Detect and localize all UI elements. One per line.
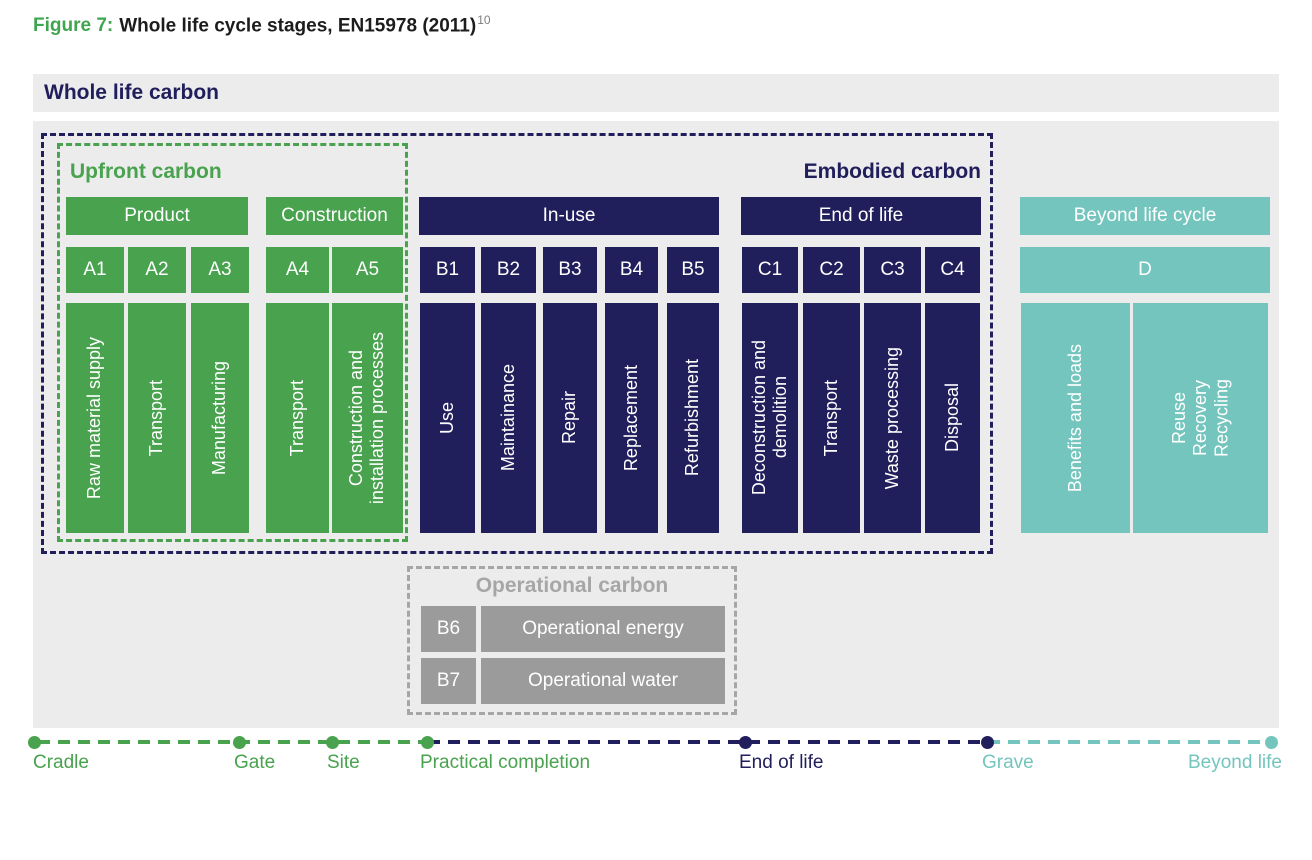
timeline-label-gate: Gate: [234, 752, 276, 773]
header-end-of-life: End of life: [741, 197, 981, 235]
stage-code-c3: C3: [864, 247, 921, 293]
stage-label-b2: Maintainance: [481, 303, 536, 533]
stage-label-b4-text: Replacement: [620, 364, 641, 472]
stage-label-c3-text: Waste processing: [881, 346, 902, 490]
figure-caption: Figure 7: Whole life cycle stages, EN1597…: [33, 13, 491, 37]
stage-label-a2-text: Transport: [146, 379, 167, 457]
stage-label-b1: Use: [420, 303, 475, 533]
stage-label-reuse-recovery-recycling: Reuse Recovery Recycling: [1133, 303, 1268, 533]
stage-label-c2-text: Transport: [820, 379, 841, 457]
stage-label-a5: Construction and installation processes: [332, 303, 403, 533]
stage-label-benefits-and-loads: Benefits and loads: [1021, 303, 1130, 533]
stage-label-a3: Manufacturing: [191, 303, 249, 533]
stage-code-b1: B1: [420, 247, 475, 293]
header-in-use: In-use: [419, 197, 719, 235]
figure-title: Whole life cycle stages, EN15978 (2011): [119, 15, 477, 37]
timeline-label-cradle: Cradle: [33, 752, 89, 773]
stage-code-a4: A4: [266, 247, 329, 293]
timeline-dot-site: [326, 736, 339, 749]
stage-code-d: D: [1020, 247, 1270, 293]
operational-carbon-boundary: [407, 566, 737, 715]
stage-label-benefits-text: Benefits and loads: [1064, 343, 1085, 493]
embodied-carbon-heading: Embodied carbon: [803, 160, 981, 183]
timeline-segment-practical-completion-to-grave: [428, 740, 988, 744]
stage-label-b4: Replacement: [605, 303, 658, 533]
stage-code-a5: A5: [332, 247, 403, 293]
operational-carbon-heading: Operational carbon: [475, 574, 669, 597]
embodied-carbon-boundary: [41, 133, 993, 554]
stage-code-c2: C2: [803, 247, 860, 293]
stage-label-a2: Transport: [128, 303, 186, 533]
stage-label-operational-water: Operational water: [481, 658, 725, 704]
stage-label-b5-text: Refurbishment: [682, 359, 703, 477]
stage-code-a2: A2: [128, 247, 186, 293]
timeline-dot-gate: [233, 736, 246, 749]
stage-label-a3-text: Manufacturing: [209, 360, 230, 476]
stage-label-c3: Waste processing: [864, 303, 921, 533]
stage-label-b1-text: Use: [436, 401, 457, 434]
stage-code-b7: B7: [421, 658, 476, 704]
stage-code-b2: B2: [481, 247, 536, 293]
stage-code-a1: A1: [66, 247, 124, 293]
stage-label-c1-text: Deconstruction and demolition: [748, 340, 790, 496]
stage-code-b4: B4: [605, 247, 658, 293]
timeline-dot-grave: [981, 736, 994, 749]
stage-label-reuse-text: Reuse Recovery Recycling: [1168, 378, 1232, 458]
timeline-dot-practical-completion: [421, 736, 434, 749]
timeline-dot-beyond-life: [1265, 736, 1278, 749]
diagram-panel: Upfront carbon Embodied carbon Product C…: [33, 121, 1279, 728]
stage-label-a5-text: Construction and installation processes: [346, 331, 388, 505]
stage-label-b3: Repair: [543, 303, 597, 533]
timeline-label-practical-completion: Practical completion: [420, 752, 591, 773]
whole-life-carbon-bar: Whole life carbon: [33, 74, 1279, 112]
stage-code-a3: A3: [191, 247, 249, 293]
timeline-label-end-of-life: End of life: [739, 752, 824, 773]
timeline-label-site: Site: [327, 752, 360, 773]
stage-code-b5: B5: [667, 247, 719, 293]
timeline-dot-end-of-life: [739, 736, 752, 749]
stage-label-a1: Raw material supply: [66, 303, 124, 533]
stage-label-b5: Refurbishment: [667, 303, 719, 533]
timeline-dot-cradle: [28, 736, 41, 749]
timeline-segment-grave-to-beyond-life: [988, 740, 1272, 744]
upfront-carbon-heading: Upfront carbon: [70, 160, 222, 183]
header-beyond-life-cycle: Beyond life cycle: [1020, 197, 1270, 235]
header-construction: Construction: [266, 197, 403, 235]
stage-label-a1-text: Raw material supply: [84, 336, 105, 500]
stage-label-c2: Transport: [803, 303, 860, 533]
figure-number: Figure 7:: [33, 15, 114, 37]
stage-code-b6: B6: [421, 606, 476, 652]
stage-label-a4: Transport: [266, 303, 329, 533]
stage-code-b3: B3: [543, 247, 597, 293]
stage-label-c4: Disposal: [925, 303, 980, 533]
stage-code-c1: C1: [742, 247, 798, 293]
upfront-carbon-boundary: [57, 143, 408, 542]
stage-label-c1: Deconstruction and demolition: [742, 303, 798, 533]
header-product: Product: [66, 197, 248, 235]
stage-label-b3-text: Repair: [559, 391, 580, 445]
stage-label-a4-text: Transport: [286, 379, 307, 457]
stage-label-c4-text: Disposal: [941, 383, 962, 453]
whole-life-carbon-title: Whole life carbon: [44, 81, 220, 104]
stage-label-b2-text: Maintainance: [497, 364, 518, 472]
figure-footnote-marker: 10: [477, 13, 491, 27]
stage-code-c4: C4: [925, 247, 980, 293]
timeline-label-grave: Grave: [982, 752, 1034, 773]
timeline-label-beyond-life: Beyond life: [1187, 752, 1282, 773]
stage-label-operational-energy: Operational energy: [481, 606, 725, 652]
